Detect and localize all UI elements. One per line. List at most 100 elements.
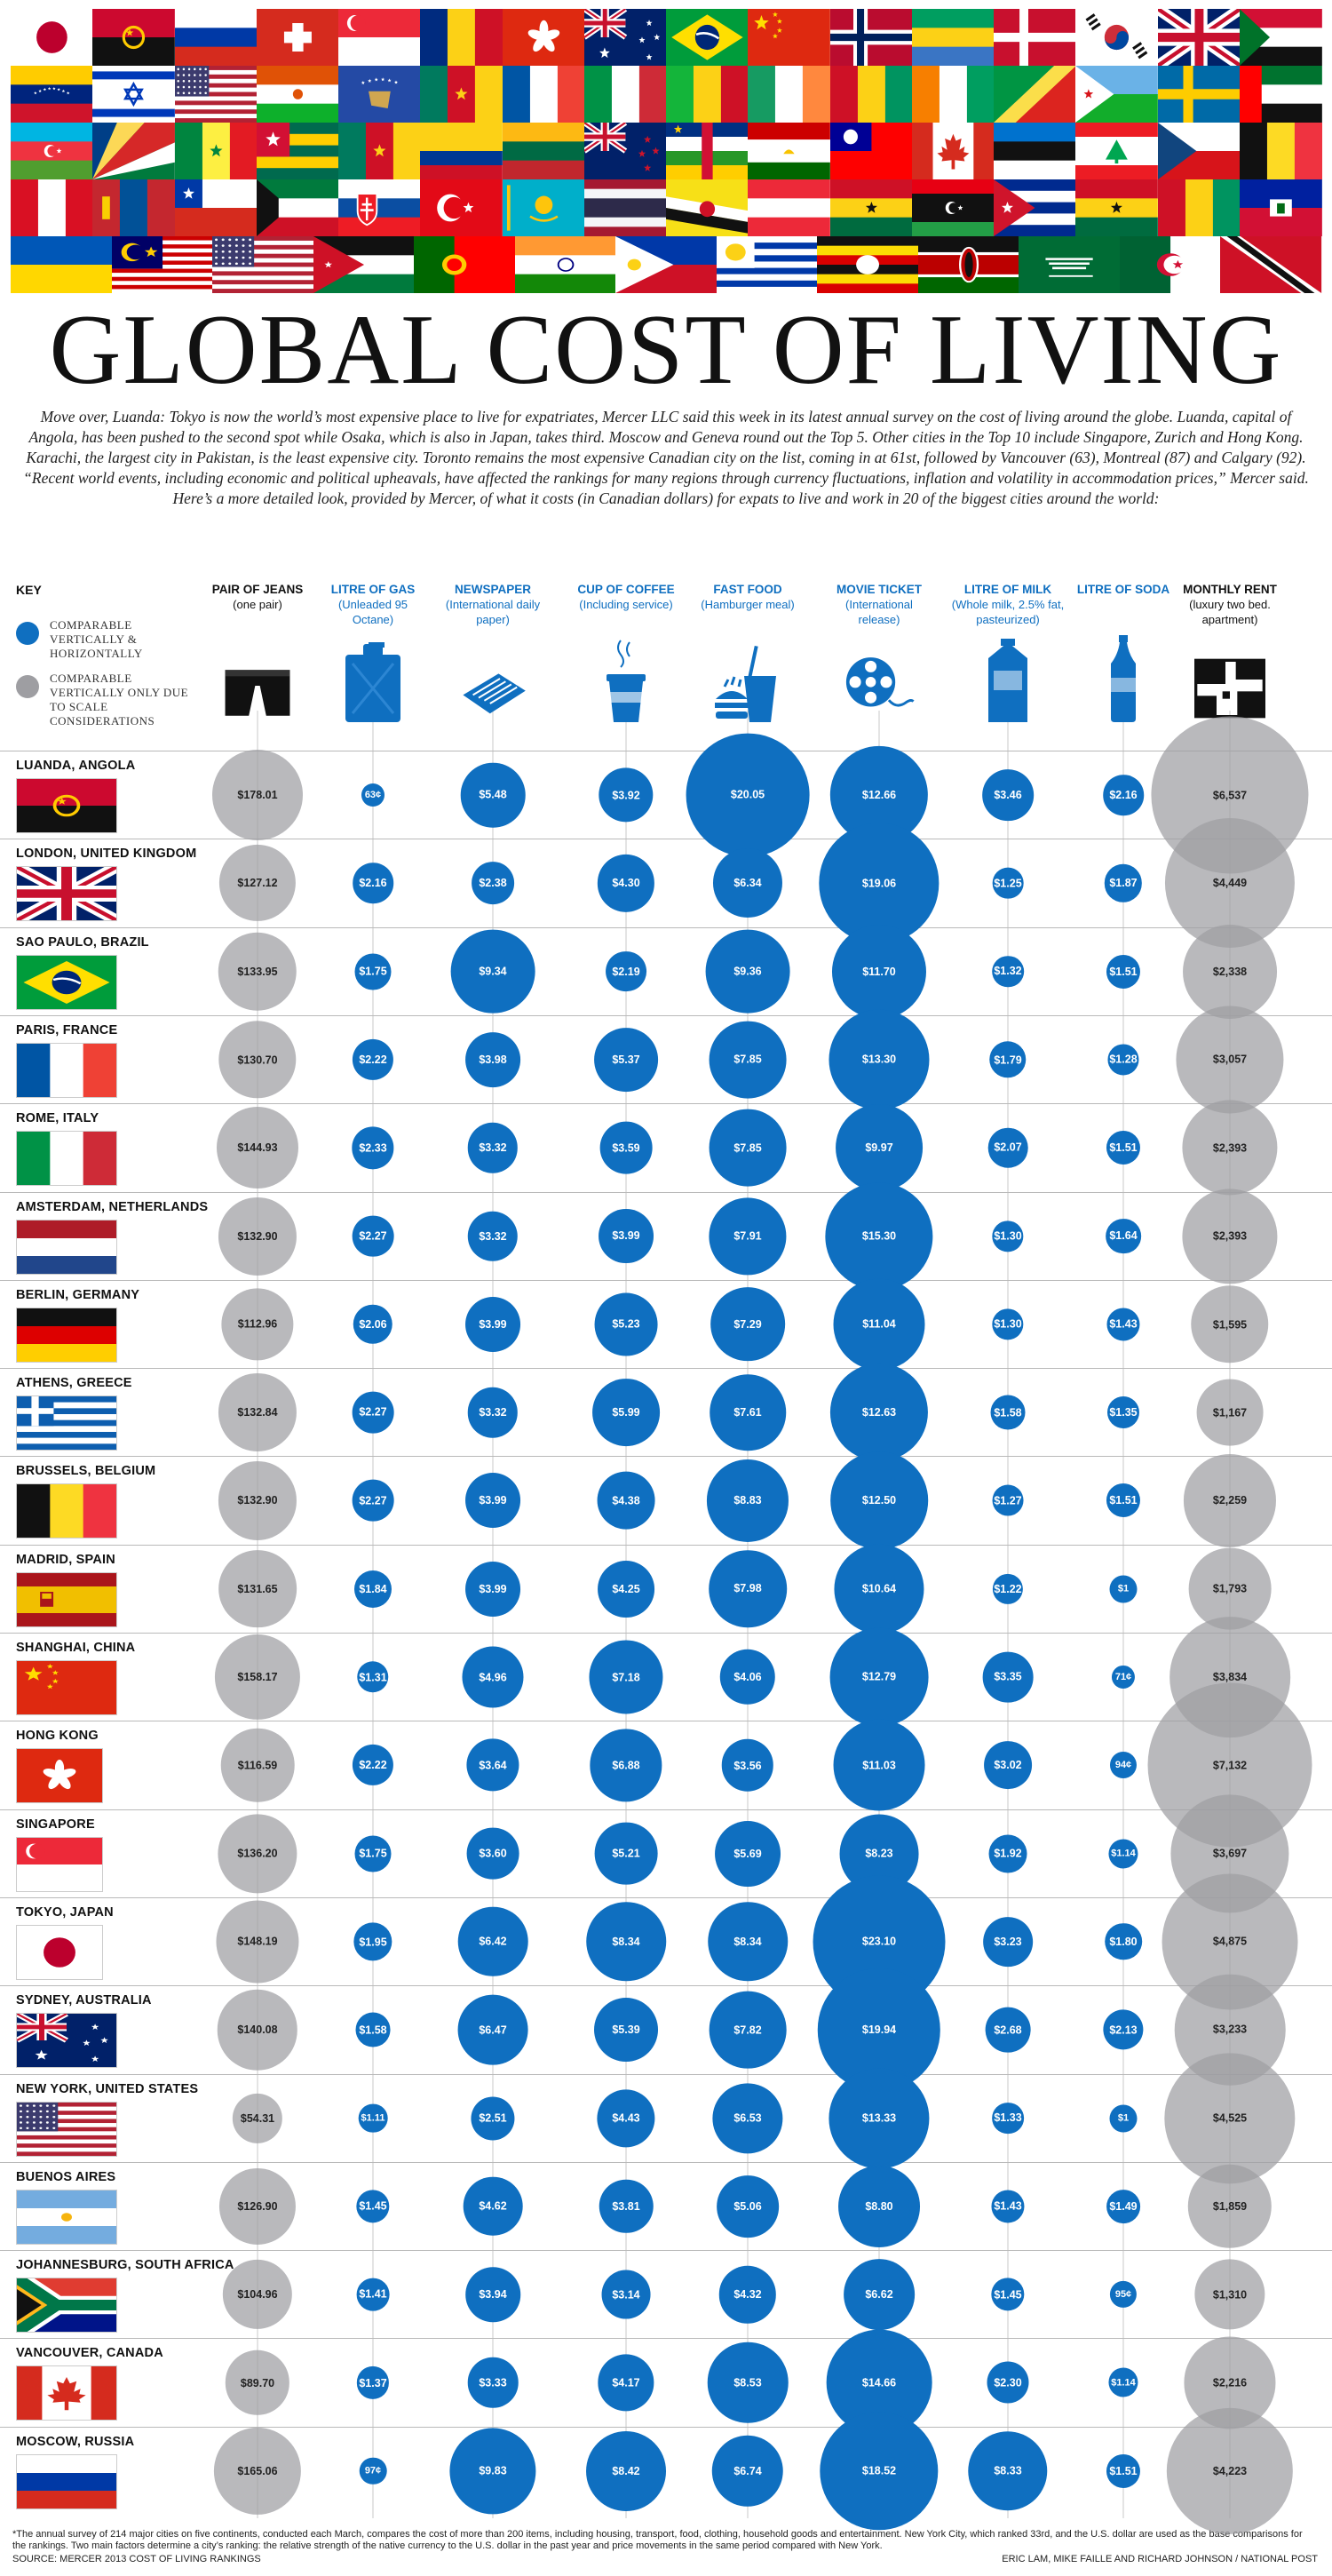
banner-flag-lebanon <box>1075 123 1159 179</box>
flag-japan-icon <box>16 1924 103 1980</box>
bubble-newspaper: $3.99 <box>465 1473 520 1529</box>
bubble-jeans: $126.90 <box>218 2167 297 2245</box>
city-row: VANCOUVER, CANADA <box>0 2338 1332 2427</box>
bubble-milk: $1.58 <box>990 1395 1026 1430</box>
city-name: BRUSSELS, BELGIUM <box>16 1464 156 1479</box>
bubble-soda: $1.51 <box>1106 2453 1141 2488</box>
bubble-soda: $1.14 <box>1108 2367 1138 2397</box>
banner-flag-peru <box>11 179 93 236</box>
bubble-coffee: $5.99 <box>592 1379 660 1447</box>
bubble-coffee: $8.34 <box>586 1902 666 1982</box>
bubble-coffee: $3.92 <box>599 767 654 823</box>
bubble-fastfood: $8.83 <box>706 1459 789 1542</box>
banner-flag-france <box>502 66 585 123</box>
bubble-rent: $1,167 <box>1196 1379 1264 1446</box>
banner-flag-mongolia <box>92 179 176 236</box>
banner-flag-kuwait <box>256 179 339 236</box>
bubble-coffee: $5.21 <box>594 1822 658 1885</box>
bubble-coffee: $6.88 <box>590 1729 662 1801</box>
bubble-newspaper: $3.99 <box>465 1561 520 1617</box>
bubble-coffee: $5.23 <box>594 1292 658 1356</box>
flag-brazil-icon <box>16 954 117 1010</box>
bubble-fastfood: $20.05 <box>686 733 810 857</box>
newspaper-icon <box>457 635 528 724</box>
column-title: NEWSPAPER <box>454 583 531 596</box>
city-row: PARIS, FRANCE <box>0 1014 1332 1104</box>
bubble-movie: $11.03 <box>833 1719 925 1811</box>
bubble-gas: $1.37 <box>356 2366 390 2399</box>
column-header-soda: LITRE OF SODA <box>1070 582 1177 597</box>
column-subtitle: (International release) <box>845 598 913 626</box>
bubble-newspaper: $6.42 <box>457 1906 528 1977</box>
flag-belgium-icon <box>16 1483 117 1539</box>
banner-flag-ukraine <box>11 236 113 293</box>
banner-flag-norway <box>829 9 913 66</box>
banner-flag-ghana <box>829 179 913 236</box>
city-row: JOHANNESBURG, SOUTH AFRICA <box>0 2250 1332 2339</box>
banner-flag-gabon <box>911 9 995 66</box>
bubble-jeans: $133.95 <box>218 932 297 1011</box>
banner-flag-estonia <box>994 123 1076 179</box>
city-row: AMSTERDAM, NETHERLANDS <box>0 1191 1332 1281</box>
bubble-newspaper: $5.48 <box>460 762 526 828</box>
flag-italy-icon <box>16 1131 117 1187</box>
banner-flag-slovakia <box>338 179 421 236</box>
banner-flag-cuba <box>994 179 1076 236</box>
bubble-jeans: $131.65 <box>218 1549 297 1628</box>
bubble-jeans: $127.12 <box>218 845 297 922</box>
banner-flag-southkorea <box>1075 9 1159 66</box>
bubble-gas: $2.22 <box>352 1745 394 1786</box>
bubble-movie: $6.62 <box>844 2259 915 2330</box>
bubble-newspaper: $4.62 <box>463 2176 523 2237</box>
column-title: PAIR OF JEANS <box>211 583 304 596</box>
source-line: SOURCE: MERCER 2013 COST OF LIVING RANKI… <box>12 2554 261 2564</box>
banner-flag-senegal <box>174 123 258 179</box>
coffee-cup-icon <box>591 635 662 724</box>
flag-russia-icon <box>16 2453 117 2509</box>
city-row: LONDON, UNITED KINGDOM <box>0 839 1332 927</box>
bubble-gas: $2.27 <box>352 1480 394 1522</box>
banner-flag-brazil <box>666 9 749 66</box>
gas-can-icon <box>337 635 408 724</box>
city-name: HONG KONG <box>16 1729 99 1744</box>
flag-china-icon <box>16 1660 117 1715</box>
bubble-fastfood: $7.98 <box>709 1549 787 1628</box>
city-name: ROME, ITALY <box>16 1111 99 1126</box>
banner-flag-uruguay <box>716 236 818 293</box>
banner-flag-ghana <box>1075 179 1159 236</box>
city-name: SHANGHAI, CHINA <box>16 1641 136 1655</box>
city-row: SYDNEY, AUSTRALIA <box>0 1985 1332 2074</box>
city-row: ATHENS, GREECE <box>0 1368 1332 1457</box>
key-blue: COMPARABLE VERTICALLY & HORIZONTALLY <box>16 618 183 661</box>
key-blue-label: COMPARABLE VERTICALLY & HORIZONTALLY <box>50 618 143 660</box>
credit-line: ERIC LAM, MIKE FAILLE AND RICHARD JOHNSO… <box>1002 2554 1318 2564</box>
bubble-newspaper: $3.99 <box>465 1296 520 1352</box>
bubble-newspaper: $2.38 <box>472 862 514 905</box>
key-gray-label: COMPARABLE VERTICALLY ONLY DUE TO SCALE … <box>50 672 189 727</box>
page-title: GLOBAL COST OF LIVING <box>49 295 1283 405</box>
bubble-soda: $1.49 <box>1106 2189 1140 2223</box>
bubble-coffee: $4.17 <box>598 2354 654 2412</box>
bubble-coffee: $4.25 <box>598 1560 654 1618</box>
city-row: BRUSSELS, BELGIUM <box>0 1456 1332 1545</box>
banner-flag-newzealand <box>583 123 667 179</box>
bubble-fastfood: $7.91 <box>709 1197 787 1276</box>
bubble-newspaper: $3.64 <box>466 1738 519 1792</box>
banner-flag-taiwan <box>829 123 913 179</box>
bubble-rent: $1,859 <box>1187 2164 1273 2249</box>
banner-flag-saudi <box>1019 236 1121 293</box>
column-header-jeans: PAIR OF JEANS (one pair) <box>204 582 311 612</box>
banner-flag-uk <box>1157 9 1241 66</box>
flag-usa-icon <box>16 2101 117 2157</box>
banner-flag-belgium <box>1239 123 1322 179</box>
city-row: SAO PAULO, BRAZIL <box>0 926 1332 1016</box>
flag-greece-icon <box>16 1395 117 1451</box>
jeans-icon <box>222 635 293 724</box>
bubble-milk: $1.43 <box>991 2190 1025 2223</box>
banner-flag-sudan <box>1239 9 1322 66</box>
column-header-rent: MONTHLY RENT (luxury two bed. apartment) <box>1177 582 1283 627</box>
flag-singapore-icon <box>16 1836 103 1892</box>
banner-flag-australia <box>583 9 667 66</box>
bubble-movie: $12.63 <box>829 1364 929 1462</box>
bubble-gas: $2.27 <box>352 1215 394 1257</box>
